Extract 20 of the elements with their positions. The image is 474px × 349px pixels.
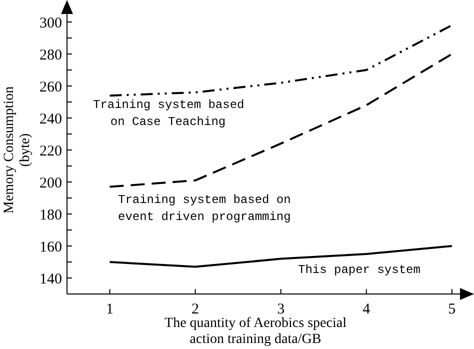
x-axis-title: The quantity of Aerobics special action training data/GB	[164, 316, 348, 348]
y-tick-label: 280	[40, 47, 62, 64]
y-axis-title: Memory Consumption (byte)	[2, 86, 33, 214]
series-label: Training system based on Case Teaching	[93, 97, 244, 131]
y-tick-label: 160	[40, 239, 62, 256]
y-tick-label: 260	[40, 79, 62, 96]
x-tick-label: 5	[448, 302, 456, 318]
series-label: Training system based on event driven programming	[118, 192, 292, 226]
line-series	[108, 24, 453, 97]
x-tick-label: 2	[192, 302, 200, 318]
y-tick-label: 300	[40, 15, 62, 32]
series-label: This paper system	[298, 262, 422, 279]
x-tick-label: 4	[362, 302, 371, 318]
y-tick-label: 240	[40, 111, 62, 128]
x-tick-label: 1	[106, 302, 114, 318]
y-tick-label: 220	[40, 143, 62, 160]
y-tick-label: 200	[40, 175, 62, 192]
y-tick-label: 140	[40, 271, 62, 288]
y-tick-label: 180	[40, 207, 62, 224]
x-tick-label: 3	[277, 302, 285, 318]
